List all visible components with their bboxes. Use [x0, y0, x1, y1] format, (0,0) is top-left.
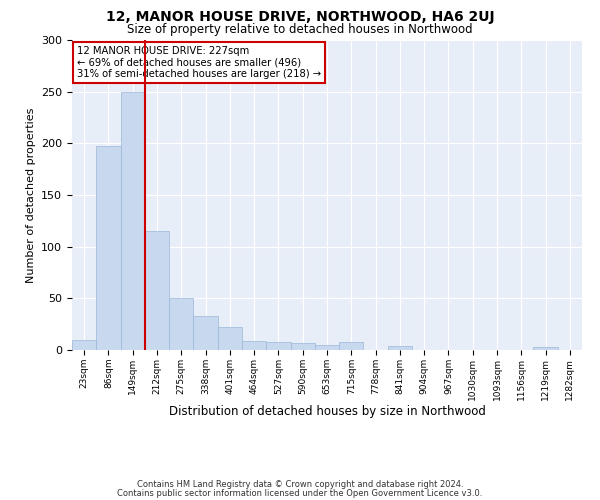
- Y-axis label: Number of detached properties: Number of detached properties: [26, 108, 35, 282]
- Bar: [96, 146, 121, 350]
- Bar: [266, 342, 290, 350]
- Bar: [388, 346, 412, 350]
- Bar: [290, 343, 315, 350]
- Bar: [218, 328, 242, 350]
- Text: 12 MANOR HOUSE DRIVE: 227sqm
← 69% of detached houses are smaller (496)
31% of s: 12 MANOR HOUSE DRIVE: 227sqm ← 69% of de…: [77, 46, 321, 80]
- Text: 12, MANOR HOUSE DRIVE, NORTHWOOD, HA6 2UJ: 12, MANOR HOUSE DRIVE, NORTHWOOD, HA6 2U…: [106, 10, 494, 24]
- Bar: [315, 345, 339, 350]
- Bar: [533, 347, 558, 350]
- Text: Contains public sector information licensed under the Open Government Licence v3: Contains public sector information licen…: [118, 488, 482, 498]
- Text: Contains HM Land Registry data © Crown copyright and database right 2024.: Contains HM Land Registry data © Crown c…: [137, 480, 463, 489]
- Text: Size of property relative to detached houses in Northwood: Size of property relative to detached ho…: [127, 22, 473, 36]
- Bar: [72, 340, 96, 350]
- Bar: [145, 231, 169, 350]
- Bar: [339, 342, 364, 350]
- Bar: [242, 340, 266, 350]
- X-axis label: Distribution of detached houses by size in Northwood: Distribution of detached houses by size …: [169, 406, 485, 418]
- Bar: [193, 316, 218, 350]
- Bar: [169, 298, 193, 350]
- Bar: [121, 92, 145, 350]
